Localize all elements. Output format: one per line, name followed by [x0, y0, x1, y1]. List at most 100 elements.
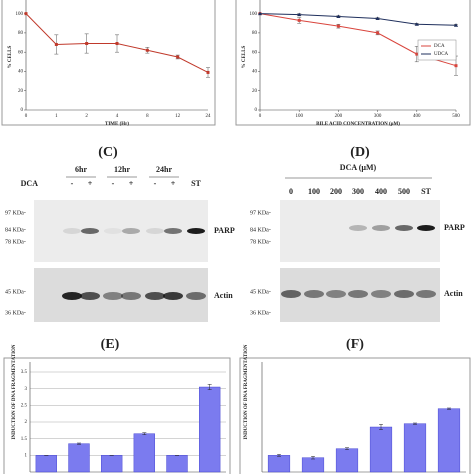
band — [348, 290, 368, 298]
error-bar — [311, 456, 315, 460]
legend — [417, 39, 457, 61]
band — [187, 228, 205, 234]
point — [414, 22, 419, 26]
error-bar — [277, 454, 281, 457]
point — [297, 18, 301, 22]
y-axis-label: INDUCTION OF DNA FRAGMENTATION — [12, 344, 17, 439]
y-tick-label: 80 — [18, 31, 24, 36]
band — [372, 225, 390, 231]
band — [145, 292, 165, 300]
y-tick-label: 80 — [252, 31, 258, 36]
lane-label: ST — [421, 187, 431, 196]
panel-label: (F) — [346, 337, 364, 352]
marker-label: 97 KDa- — [5, 210, 26, 216]
x-tick-label: 400 — [413, 114, 421, 119]
y-tick-label: 100 — [250, 12, 258, 17]
lane-label: 500 — [398, 187, 410, 196]
point — [336, 24, 340, 28]
x-axis-label: BILE ACID CONCENTRATION (µM) — [316, 122, 400, 127]
y-tick-label: 20 — [18, 89, 24, 94]
bar — [369, 426, 393, 473]
y-tick-label: 40 — [252, 70, 258, 75]
error-bar — [345, 447, 349, 450]
bar — [403, 423, 427, 473]
band — [146, 228, 164, 234]
point — [454, 64, 458, 68]
blot — [280, 200, 440, 262]
panel-label: (D) — [350, 145, 370, 160]
point — [24, 12, 28, 16]
band — [163, 292, 183, 300]
x-tick-label: 200 — [335, 114, 343, 119]
band — [395, 225, 413, 231]
point — [375, 16, 380, 20]
band — [80, 292, 100, 300]
x-tick-label: 500 — [452, 114, 460, 119]
frame — [3, 357, 231, 474]
point — [145, 48, 149, 52]
lane-label: ST — [191, 179, 201, 188]
y-axis-label: INDUCTION OF DNA FRAGMENTATION — [244, 344, 249, 439]
point — [54, 42, 58, 46]
x-tick-label: 1 — [55, 114, 58, 119]
band — [186, 292, 206, 300]
marker-label: 84 KDa- — [5, 227, 26, 233]
bar — [301, 457, 325, 473]
error-bar — [207, 384, 212, 390]
error-bar — [77, 442, 81, 445]
point — [297, 12, 302, 17]
error-bar — [142, 432, 147, 435]
x-tick-label: 24 — [206, 114, 212, 119]
y-tick-label: 60 — [252, 50, 258, 55]
treatment-label: DCA (µM) — [340, 163, 377, 172]
x-tick-label: 12 — [175, 114, 181, 119]
y-tick-label: 0 — [21, 108, 24, 113]
legend-label: UDCA — [434, 52, 449, 57]
y-tick-label: 1 — [25, 453, 28, 458]
lane-label: 0 — [289, 187, 293, 196]
y-axis-label: % CELLS — [8, 45, 13, 68]
x-tick-label: 100 — [295, 114, 303, 119]
lane-label: - — [112, 179, 115, 188]
band — [63, 228, 81, 234]
bar — [101, 455, 123, 473]
time-label: 12hr — [114, 165, 130, 174]
marker-label: 45 KDa- — [5, 289, 26, 295]
lane-label: 200 — [330, 187, 342, 196]
bar — [35, 455, 57, 473]
x-tick-label: 0 — [259, 114, 262, 119]
bar — [267, 455, 291, 473]
error-bar — [379, 424, 383, 430]
point — [258, 11, 262, 16]
band — [81, 228, 99, 234]
point — [415, 52, 419, 56]
band — [416, 290, 436, 298]
x-tick-label: 4 — [116, 114, 119, 119]
bar — [335, 448, 359, 473]
frame — [1, 0, 216, 126]
point — [336, 14, 341, 19]
lane-label: - — [71, 179, 74, 188]
y-tick-label: 20 — [252, 89, 258, 94]
point — [376, 31, 380, 35]
error-bar — [447, 407, 451, 410]
point — [85, 42, 89, 46]
x-tick-label: 2 — [85, 114, 88, 119]
point — [206, 70, 210, 74]
band — [104, 228, 122, 234]
band — [304, 290, 324, 298]
marker-label: 36 KDa- — [250, 310, 271, 316]
time-label: 6hr — [75, 165, 87, 174]
marker-label: 97 KDa- — [250, 210, 271, 216]
band — [326, 290, 346, 298]
y-tick-label: 0 — [255, 108, 258, 113]
lane-label: 300 — [352, 187, 364, 196]
lane-label: + — [129, 179, 134, 188]
bar — [199, 386, 221, 473]
bar — [166, 455, 188, 473]
point — [176, 55, 180, 59]
y-tick-label: 2 — [25, 420, 28, 425]
band — [62, 292, 82, 300]
band — [417, 225, 435, 231]
band — [122, 228, 140, 234]
